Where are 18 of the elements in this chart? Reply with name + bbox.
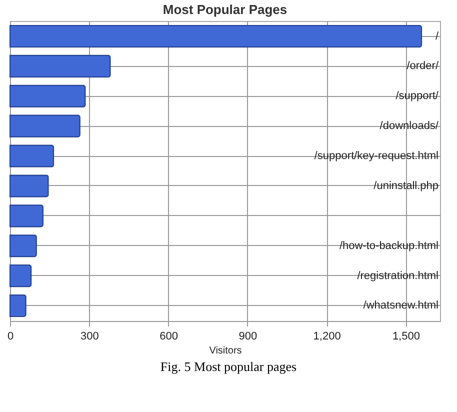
chart-title: Most Popular Pages: [162, 2, 288, 17]
y-tick-label: /how-to-backup.html: [339, 240, 438, 252]
y-tick-label: /order/: [406, 60, 440, 72]
x-axis-title: Visitors: [209, 346, 242, 356]
x-tick-label: 300: [80, 330, 99, 342]
x-tick-label: 1,500: [392, 330, 420, 342]
caption: Fig. 5 Most popular pages: [159, 359, 298, 375]
x-tick-label: 1,200: [313, 330, 341, 342]
x-tick-label: 600: [160, 330, 178, 342]
x-tick-label: 0: [7, 330, 14, 342]
y-tick-label: /uninstall.php: [374, 180, 438, 192]
y-tick-label: /support/: [396, 90, 440, 102]
y-tick-label: /downloads/: [380, 120, 440, 132]
y-tick-label: /registration.html: [357, 270, 438, 282]
y-tick-label: /support/key-request.html: [314, 150, 438, 162]
y-tick-label: /whatsnew.html: [363, 300, 438, 312]
x-tick-label: 900: [238, 330, 258, 342]
y-tick-label: /: [435, 30, 440, 42]
